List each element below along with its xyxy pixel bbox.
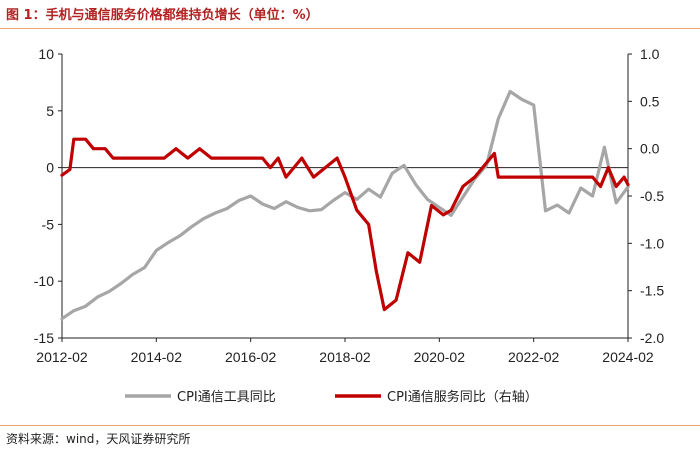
chart-title: 图 1：手机与通信服务价格都维持负增长（单位：%） xyxy=(6,8,319,23)
x-tick-label: 2024-02 xyxy=(602,349,654,365)
x-tick-label: 2012-02 xyxy=(36,349,88,365)
dual-axis-line-chart: 10 5 0 -5 -10 -15 1.0 0.5 0.0 -0.5 -1.0 -1.5 -2.0 201… xyxy=(34,46,665,405)
right-tick-label: -0.5 xyxy=(640,188,664,204)
left-tick-label: 0 xyxy=(46,160,54,176)
left-tick-label: -15 xyxy=(34,330,54,346)
left-tick-label: -5 xyxy=(42,216,55,232)
legend: CPI通信工具同比 CPI通信服务同比（右轴） xyxy=(125,389,538,405)
title-divider xyxy=(0,28,700,29)
source-note: 资料来源：wind，天风证券研究所 xyxy=(6,432,191,446)
x-tick-label: 2022-02 xyxy=(508,349,560,365)
x-tick-label: 2014-02 xyxy=(131,349,183,365)
axes: 10 5 0 -5 -10 -15 1.0 0.5 0.0 -0.5 -1.0 -1.5 -2.0 201… xyxy=(34,46,665,365)
right-tick-label: 0.0 xyxy=(640,141,660,157)
right-tick-label: -1.0 xyxy=(640,235,664,251)
right-tick-label: 0.5 xyxy=(640,93,660,109)
legend-item-comm-tools-label: CPI通信工具同比 xyxy=(177,390,276,405)
series-layer xyxy=(60,89,630,321)
right-tick-label: 1.0 xyxy=(640,46,660,62)
right-tick-label: -1.5 xyxy=(640,283,664,299)
series-line-comm-services xyxy=(60,137,630,312)
x-tick-label: 2016-02 xyxy=(225,349,277,365)
series-line-comm-tools xyxy=(60,89,630,321)
left-tick-label: 5 xyxy=(46,103,54,119)
source-divider xyxy=(0,425,700,426)
left-tick-label: -10 xyxy=(34,273,54,289)
x-tick-label: 2020-02 xyxy=(414,349,466,365)
legend-item-comm-services-label: CPI通信服务同比（右轴） xyxy=(387,389,538,405)
left-tick-label: 10 xyxy=(38,46,54,62)
right-tick-label: -2.0 xyxy=(640,330,664,346)
x-tick-label: 2018-02 xyxy=(319,349,371,365)
